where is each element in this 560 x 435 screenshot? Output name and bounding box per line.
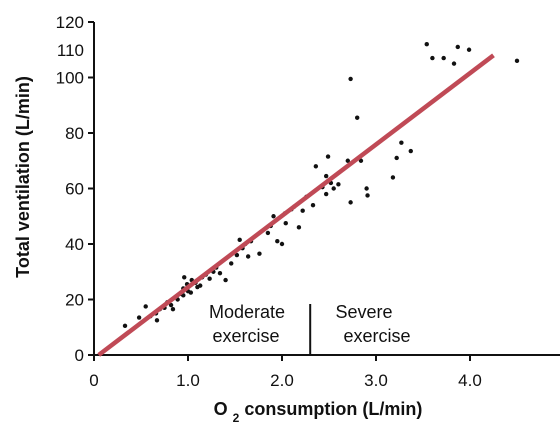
- scatter-point: [424, 42, 429, 47]
- scatter-point: [348, 200, 353, 205]
- scatter-point: [455, 44, 460, 50]
- scatter-point: [234, 252, 240, 258]
- scatter-point: [136, 315, 142, 320]
- exercise-annotation: Moderate exercise Severe exercise: [209, 302, 411, 355]
- y-tick-label: 20: [65, 291, 84, 310]
- x-tick-label: 0: [89, 371, 98, 390]
- scatter-point: [466, 47, 472, 52]
- moderate-label-line1: Moderate: [209, 302, 285, 322]
- scatter-point: [296, 225, 302, 230]
- scatter-point: [514, 58, 520, 64]
- scatter-point: [143, 304, 148, 309]
- severe-label-line2: exercise: [343, 326, 410, 346]
- scatter-point: [198, 283, 203, 288]
- scatter-point: [245, 254, 251, 259]
- scatter-point: [394, 155, 399, 161]
- scatter-point: [430, 55, 435, 61]
- scatter-point: [283, 220, 288, 226]
- tick-marks: [88, 21, 471, 361]
- scatter-point: [154, 318, 160, 323]
- scatter-point: [331, 186, 336, 191]
- scatter-point: [336, 182, 341, 187]
- y-tick-label: 120: [56, 13, 84, 32]
- scatter-point: [223, 277, 228, 283]
- scatter-point: [348, 76, 353, 82]
- scatter-point: [257, 251, 262, 256]
- trend-line: [97, 53, 495, 357]
- x-tick-label: 1.0: [176, 371, 200, 390]
- scatter-point: [122, 323, 128, 329]
- trend-line-group: [97, 53, 495, 357]
- scatter-point: [170, 307, 176, 312]
- scatter-point: [313, 164, 319, 169]
- x-axis-title-main: O: [214, 399, 228, 419]
- scatter-point: [323, 191, 329, 197]
- scatter-point: [364, 186, 369, 191]
- x-axis-title: O 2 consumption (L/min): [214, 399, 423, 425]
- scatter-point: [451, 61, 457, 66]
- scatter-point: [358, 158, 364, 163]
- x-tick-label: 4.0: [458, 371, 482, 390]
- scatter-point: [188, 290, 194, 295]
- scatter-point: [265, 230, 271, 236]
- scatter-point: [279, 241, 285, 247]
- scatter-point: [365, 193, 370, 198]
- y-axis-title: Total ventilation (L/min): [13, 76, 33, 278]
- y-tick-label: 110: [57, 41, 84, 60]
- severe-label-line1: Severe: [335, 302, 392, 322]
- scatter-point: [310, 202, 316, 208]
- scatter-point: [300, 208, 305, 213]
- scatter-point: [345, 158, 350, 163]
- scatter-point: [237, 237, 242, 243]
- scatter-point: [323, 173, 329, 179]
- scatter-point: [355, 115, 360, 120]
- tick-labels: 0 20 40 60 80 100 110 120 0 1.0 2.0 3.0 4.0: [56, 13, 482, 390]
- y-tick-label: 0: [75, 346, 84, 365]
- scatter-point: [275, 239, 280, 244]
- moderate-label-line2: exercise: [212, 326, 279, 346]
- y-tick-label: 80: [65, 124, 84, 143]
- scatter-point: [168, 302, 174, 308]
- x-axis-title-subscript: 2: [233, 411, 240, 425]
- scatter-point: [229, 261, 234, 266]
- scatter-point: [325, 154, 331, 159]
- scatter-point: [408, 148, 413, 154]
- y-tick-label: 100: [56, 69, 84, 88]
- x-tick-label: 2.0: [270, 371, 294, 390]
- x-tick-label: 3.0: [364, 371, 388, 390]
- scatter-point: [399, 140, 404, 145]
- scatter-point: [217, 270, 223, 276]
- scatter-point: [441, 55, 446, 61]
- scatter-point: [390, 175, 396, 180]
- y-tick-label: 60: [65, 180, 84, 199]
- scatter-point: [207, 276, 212, 281]
- x-axis-title-rest: consumption (L/min): [244, 399, 422, 419]
- scatter-point: [182, 275, 187, 280]
- y-tick-label: 40: [65, 235, 84, 254]
- scatter-point: [271, 214, 276, 219]
